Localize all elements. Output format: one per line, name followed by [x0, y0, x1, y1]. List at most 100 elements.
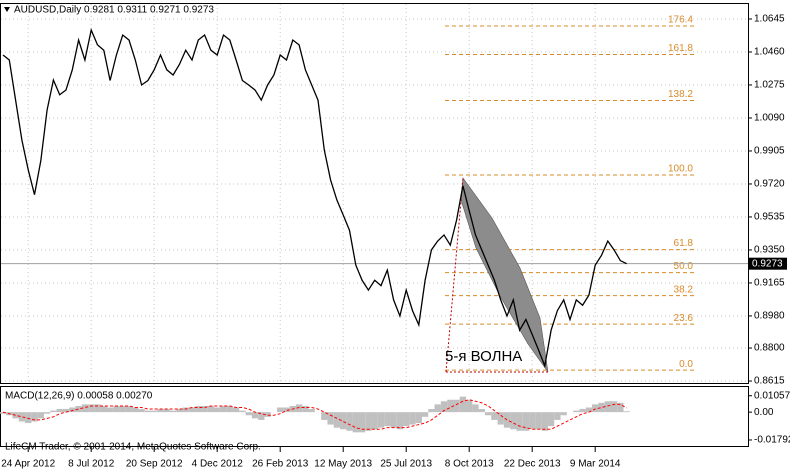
macd-bar	[226, 405, 233, 413]
wave-line	[445, 177, 464, 373]
fib-label: 100.0	[668, 164, 693, 175]
macd-bar	[138, 409, 145, 413]
macd-bar	[144, 410, 152, 413]
macd-bar	[421, 412, 429, 417]
macd-bar	[37, 412, 44, 419]
macd-bar	[100, 405, 107, 413]
macd-bar	[598, 402, 605, 413]
macd-bar	[18, 412, 26, 422]
macd-bar	[81, 404, 89, 413]
x-tick-label: 12 May 2013	[314, 459, 372, 470]
y-tick-label: 1.0090	[754, 113, 785, 124]
macd-bar	[497, 412, 504, 425]
footer: LifeCM Trader, © 2001-2014, MetaQuotes S…	[5, 442, 261, 453]
fib-label: 0.0	[679, 359, 693, 370]
x-tick-label: 25 Jul 2013	[380, 459, 432, 470]
macd-bar	[88, 404, 95, 413]
macd-bar	[554, 412, 561, 420]
macd-bar	[466, 399, 473, 413]
macd-bar	[472, 404, 479, 413]
macd-bar	[239, 410, 246, 413]
macd-bar	[251, 412, 259, 419]
macd-frame	[0, 386, 749, 447]
macd-bar	[56, 409, 63, 413]
y-tick-label: 1.0275	[754, 80, 785, 91]
macd-bar	[365, 412, 372, 431]
macd-bar	[157, 409, 164, 413]
y-tick-label: 0.8980	[754, 311, 785, 322]
fib-label: 38.2	[674, 284, 694, 295]
macd-bar	[43, 412, 51, 414]
macd-bar	[390, 412, 397, 428]
macd-bar	[327, 412, 334, 425]
x-tick-label: 8 Oct 2013	[445, 459, 494, 470]
price-line	[2, 27, 627, 369]
macd-bar	[232, 407, 240, 413]
macd-bar	[358, 412, 366, 433]
macd-bar	[510, 412, 517, 430]
macd-bar	[0, 412, 7, 414]
fib-label: 161.8	[668, 43, 693, 54]
y-tick-label: 1.0645	[754, 14, 785, 25]
y-tick-label: 0.9350	[754, 245, 785, 256]
y-tick-label: -0.01792	[754, 435, 790, 446]
macd-bar	[491, 412, 498, 420]
y-tick-label: 1.0460	[754, 47, 785, 58]
main-frame	[0, 3, 749, 384]
y-tick-label: 0.9165	[754, 278, 785, 289]
macd-bar	[371, 412, 378, 430]
macd-bar	[522, 412, 530, 431]
macd-bar	[321, 412, 328, 420]
x-tick-label: 26 Feb 2013	[252, 459, 309, 470]
macd-bar	[214, 407, 221, 413]
macd-bar	[176, 409, 183, 413]
x-tick-label: 4 Dec 2012	[192, 459, 244, 470]
macd-bar	[560, 412, 567, 416]
fib-label: 50.0	[674, 261, 694, 272]
macd-bar	[264, 412, 271, 417]
macd-bar	[541, 412, 548, 431]
macd-bar	[163, 409, 170, 413]
dropdown-icon[interactable]	[4, 7, 10, 12]
macd-bar	[75, 405, 82, 413]
macd-bar	[119, 405, 126, 413]
macd-bar	[277, 407, 284, 413]
y-tick-label: 0.9535	[754, 212, 785, 223]
macd-bar	[25, 412, 32, 424]
current-price-label: 0.9273	[752, 258, 783, 269]
macd-bar	[592, 404, 599, 413]
macd-bar	[428, 409, 435, 413]
chart-title: AUDUSD,Daily 0.9281 0.9311 0.9271 0.9273	[14, 5, 214, 16]
macd-bar	[302, 405, 309, 413]
x-tick-label: 22 Dec 2013	[504, 459, 561, 470]
macd-bar	[283, 407, 290, 413]
macd-title: MACD(12,26,9) 0.00058 0.00270	[5, 391, 153, 402]
signal-line	[2, 399, 627, 430]
macd-bar	[447, 399, 454, 413]
macd-bar	[604, 401, 611, 413]
fib-label: 23.6	[674, 313, 694, 324]
y-tick-label: 0.8800	[754, 343, 785, 354]
macd-bar	[258, 412, 265, 420]
macd-bar	[547, 412, 555, 427]
macd-bar	[195, 405, 202, 413]
macd-bar	[459, 396, 467, 413]
macd-bar	[623, 411, 630, 413]
y-tick-label: 0.9720	[754, 179, 785, 190]
macd-bar	[585, 407, 593, 413]
macd-bar	[535, 412, 542, 430]
macd-bar	[333, 412, 341, 428]
y-tick-label: 0.01057	[754, 390, 790, 401]
macd-bar	[403, 412, 410, 427]
macd-bar	[50, 410, 57, 413]
current-price-box	[749, 257, 787, 270]
macd-bar	[308, 409, 315, 413]
x-tick-label: 24 Apr 2012	[1, 459, 55, 470]
macd-bar	[113, 405, 120, 413]
macd-bar	[182, 407, 189, 413]
macd-bar	[220, 405, 227, 413]
macd-bar	[610, 401, 618, 413]
macd-bar	[396, 412, 404, 430]
macd-bar	[31, 412, 38, 422]
